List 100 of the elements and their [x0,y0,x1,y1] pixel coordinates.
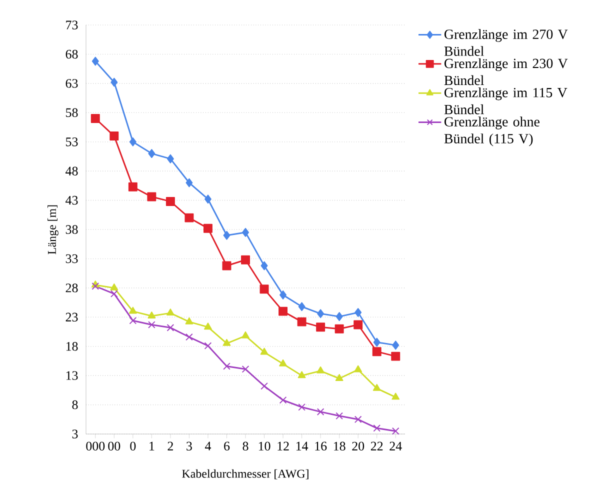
point [373,424,381,432]
x-tick-label: 6 [224,442,230,450]
x-tick-label: 2 [168,442,173,450]
legend-label: Grenzlänge ohne Bündel (115 V) [444,116,540,146]
point [186,178,193,188]
y-tick-label: 38 [66,225,78,234]
x-tick-label: 10 [258,442,270,451]
point [298,302,306,312]
legend-label: Grenzlänge im 230 V Bündel [444,58,568,86]
point [184,213,194,222]
point [92,56,99,66]
y-tick-label: 18 [66,342,78,351]
legend-label: Grenzlänge im 115 V Bündel [444,87,568,114]
point [391,352,400,361]
point [147,192,156,202]
point [336,412,343,420]
point [128,306,137,314]
x-tick-label: 3 [186,442,192,450]
point [298,371,306,378]
point [260,284,269,294]
y-tick-label: 58 [66,108,78,118]
point [316,408,324,416]
point [204,342,212,350]
point [297,317,306,326]
y-tick-label: 63 [66,79,78,88]
point [316,322,326,332]
point [354,320,363,330]
x-tick-label: 4 [204,442,212,450]
point [372,347,382,356]
point [203,224,212,233]
point [354,365,362,372]
point [166,154,174,164]
point [372,384,381,391]
point [334,324,344,334]
x-tick-label: 16 [315,442,327,450]
point [110,132,119,141]
point [223,362,230,370]
point [90,114,100,123]
point [260,382,268,390]
point [373,338,380,347]
y-tick-label: 3 [72,430,78,438]
x-tick-label: 8 [242,442,248,451]
point [128,182,138,192]
y-tick-label: 13 [66,371,78,380]
point [242,331,250,338]
point [241,255,250,264]
y-tick-label: 23 [66,312,78,322]
point [110,290,118,298]
y-tick-label: 73 [66,20,78,30]
point [242,228,249,237]
y-tick-label: 53 [66,138,78,146]
y-tick-label: 43 [66,196,78,205]
y-tick-label: 68 [66,50,78,59]
point [280,290,287,300]
point [316,366,325,374]
point [186,333,193,341]
y-tick-label: 8 [72,400,78,410]
x-tick-label: 1 [150,442,154,450]
point [392,427,400,435]
y-tick-label: 28 [66,284,78,292]
point [166,308,174,316]
y-axis-title: Länge [m] [48,205,58,254]
point [279,359,287,366]
point [392,340,400,350]
point [185,317,194,324]
x-tick-label: 000 [86,442,105,451]
point [354,308,362,317]
point [148,321,156,328]
x-tick-label: 18 [334,442,346,451]
y-tick-label: 48 [66,166,78,176]
point [110,283,118,290]
x-tick-label: 20 [352,442,364,451]
point [222,261,232,270]
y-tick-label: 33 [66,254,78,264]
x-tick-label: 0 [130,442,136,451]
point [129,137,136,146]
point [260,261,268,270]
x-tick-label: 00 [108,442,120,451]
x-tick-label: 22 [370,442,383,450]
point [354,416,362,424]
point [166,324,174,332]
point [129,316,137,324]
point [317,309,324,318]
point [279,396,287,404]
point [110,78,118,87]
point [222,338,231,346]
x-tick-label: 24 [390,442,402,450]
point [166,196,175,206]
x-tick-label: 12 [278,442,289,450]
point [298,403,306,411]
point [278,306,288,316]
point [204,322,212,330]
point [260,348,268,355]
point [223,230,230,240]
point [92,282,100,290]
point [336,312,343,322]
legend-label: Grenzlänge im 270 V Bündel [444,29,568,56]
point [148,311,156,318]
x-tick-label: 14 [296,442,308,450]
point [242,365,250,373]
